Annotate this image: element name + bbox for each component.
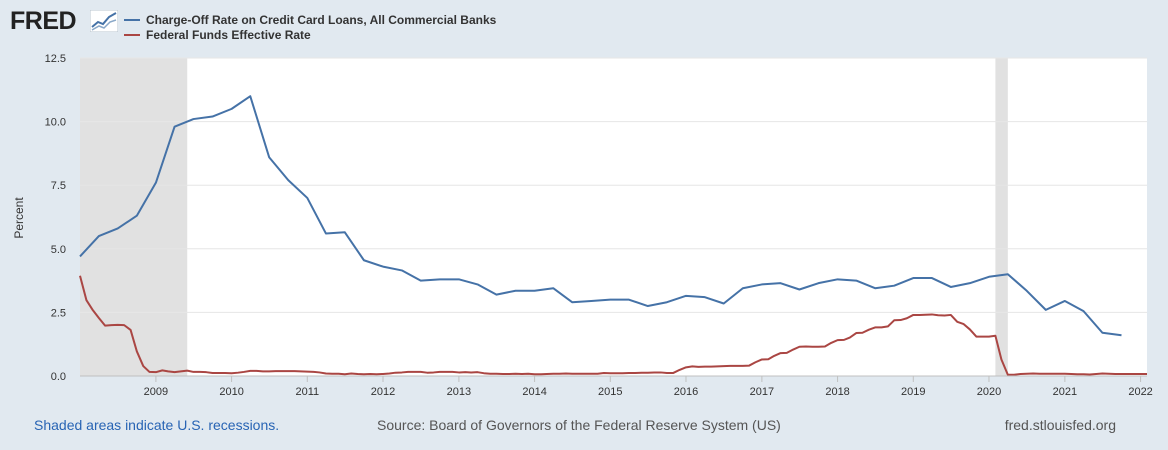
recession-band-1 xyxy=(995,58,1008,376)
chart-area: 0.0 2.5 5.0 7.5 10.0 12.5 2009 2010 2011 2012 201… xyxy=(0,46,1168,406)
plot-background xyxy=(80,58,1147,376)
x-tick-label-11: 2020 xyxy=(977,386,1001,398)
x-tick-label-5: 2014 xyxy=(522,386,546,398)
x-tick-label-13: 2022 xyxy=(1128,386,1152,398)
x-tick-label-8: 2017 xyxy=(750,386,774,398)
x-tick-label-0: 2009 xyxy=(144,386,168,398)
legend-swatch-fed-funds xyxy=(124,33,140,36)
x-tick-label-7: 2016 xyxy=(674,386,698,398)
fred-logo[interactable]: FRED xyxy=(10,6,120,36)
y-tick-label-0: 0.0 xyxy=(51,371,66,383)
y-axis: 0.0 2.5 5.0 7.5 10.0 12.5 xyxy=(45,53,66,383)
series-line-1 xyxy=(79,275,1147,376)
chart-legend: Charge-Off Rate on Credit Card Loans, Al… xyxy=(124,12,496,42)
graph-icon xyxy=(90,10,118,32)
x-tick-label-1: 2010 xyxy=(219,386,243,398)
x-tick-label-10: 2019 xyxy=(901,386,925,398)
series-lines xyxy=(79,95,1147,376)
x-tick-label-12: 2021 xyxy=(1053,386,1077,398)
y-tick-label-2: 5.0 xyxy=(51,244,66,256)
fred-logo-text: FRED xyxy=(10,7,77,35)
legend-label-charge-off: Charge-Off Rate on Credit Card Loans, Al… xyxy=(146,12,497,27)
x-tick-label-6: 2015 xyxy=(598,386,622,398)
y-tick-label-5: 12.5 xyxy=(45,53,66,65)
source-text: Source: Board of Governors of the Federa… xyxy=(377,417,781,433)
line-chart[interactable]: 0.0 2.5 5.0 7.5 10.0 12.5 2009 2010 2011 2012 201… xyxy=(0,46,1168,406)
y-tick-label-1: 2.5 xyxy=(51,307,66,319)
chart-footer: Shaded areas indicate U.S. recessions. S… xyxy=(0,414,1168,438)
y-axis-label: Percent xyxy=(12,197,26,239)
x-tick-label-2: 2011 xyxy=(295,386,319,398)
series-line-0 xyxy=(79,95,1122,337)
x-axis: 2009 2010 2011 2012 2013 2014 2015 2016 2017 2018… xyxy=(80,375,1153,398)
legend-item-fed-funds[interactable]: Federal Funds Effective Rate xyxy=(124,27,496,42)
site-text: fred.stlouisfed.org xyxy=(1004,417,1116,433)
legend-label-fed-funds: Federal Funds Effective Rate xyxy=(146,27,311,42)
chart-header: FRED Charge-Off Rate on Credit Card Loan… xyxy=(0,0,1168,50)
x-tick-label-9: 2018 xyxy=(825,386,849,398)
legend-swatch-charge-off xyxy=(124,18,140,21)
y-tick-label-3: 7.5 xyxy=(51,180,66,192)
x-tick-label-3: 2012 xyxy=(371,386,395,398)
recession-note-link[interactable]: Shaded areas indicate U.S. recessions. xyxy=(34,417,280,433)
x-tick-label-4: 2013 xyxy=(447,386,471,398)
y-tick-label-4: 10.0 xyxy=(45,117,66,129)
legend-item-charge-off[interactable]: Charge-Off Rate on Credit Card Loans, Al… xyxy=(124,12,496,27)
